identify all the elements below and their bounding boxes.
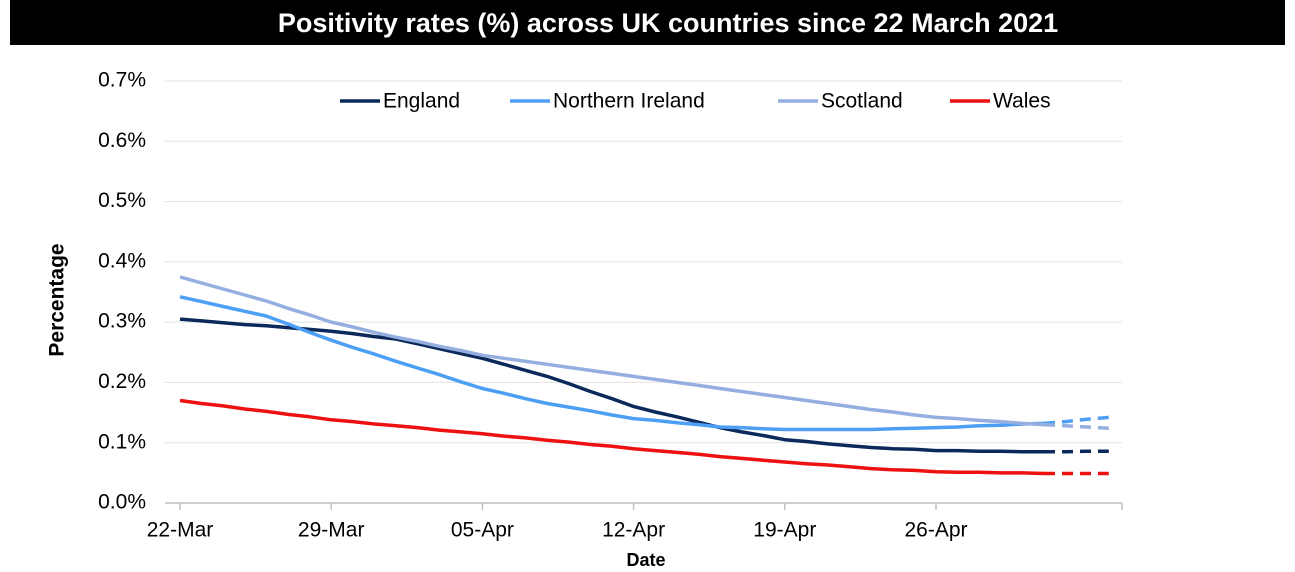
legend-label: Wales bbox=[993, 90, 1051, 113]
series-line-dashed bbox=[1043, 422, 1109, 430]
x-tick-label: 22-Mar bbox=[147, 519, 214, 542]
legend-label: Scotland bbox=[821, 90, 903, 113]
y-tick-label: 0.7% bbox=[98, 69, 146, 92]
x-tick-label: 26-Apr bbox=[904, 519, 967, 542]
title-bar bbox=[10, 0, 1285, 45]
series-line bbox=[179, 398, 1045, 476]
y-tick-label: 0.3% bbox=[98, 310, 146, 333]
y-axis-label: Percentage bbox=[46, 243, 69, 356]
series-line bbox=[179, 317, 1044, 454]
x-tick-label: 12-Apr bbox=[602, 519, 665, 542]
chart-title: Positivity rates (%) across UK countries… bbox=[278, 8, 1058, 38]
series-line bbox=[179, 295, 1045, 432]
y-tick-label: 0.2% bbox=[98, 370, 146, 393]
series-line-dashed bbox=[1044, 449, 1109, 454]
y-tick-label: 0.0% bbox=[98, 491, 146, 514]
y-tick-label: 0.4% bbox=[98, 249, 146, 272]
y-tick-label: 0.1% bbox=[98, 430, 146, 453]
series-line-dashed bbox=[1043, 415, 1109, 426]
x-tick-label: 19-Apr bbox=[753, 519, 816, 542]
x-axis-label: Date bbox=[626, 550, 665, 570]
x-tick-label: 29-Mar bbox=[298, 519, 365, 542]
y-tick-label: 0.5% bbox=[98, 189, 146, 212]
series-line bbox=[179, 275, 1045, 427]
legend-label: Northern Ireland bbox=[553, 90, 705, 113]
legend-label: England bbox=[383, 90, 460, 113]
x-tick-label: 05-Apr bbox=[451, 519, 514, 542]
y-tick-label: 0.6% bbox=[98, 129, 146, 152]
